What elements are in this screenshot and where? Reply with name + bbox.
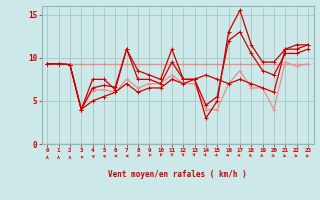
X-axis label: Vent moyen/en rafales ( km/h ): Vent moyen/en rafales ( km/h ) xyxy=(108,170,247,179)
